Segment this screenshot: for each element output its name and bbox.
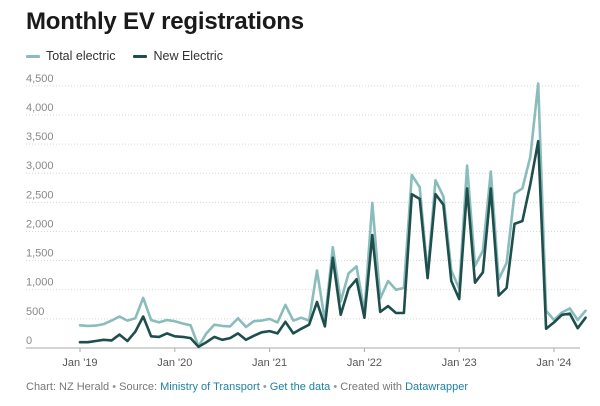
legend-item-total: Total electric <box>26 49 115 63</box>
series-line-new <box>78 139 587 349</box>
footer-source-prefix: Source: <box>119 381 158 393</box>
legend-item-new: New Electric <box>133 49 223 63</box>
series-line-total <box>78 82 587 348</box>
x-tick-label: Jan '21 <box>252 357 287 369</box>
legend-swatch-new <box>133 54 148 58</box>
get-data-link[interactable]: Get the data <box>269 381 331 393</box>
y-tick-label: 0 <box>26 335 32 347</box>
legend-label-new: New Electric <box>153 49 223 63</box>
legend: Total electric New Electric <box>26 49 223 63</box>
source-link[interactable]: Ministry of Transport <box>160 381 260 393</box>
datawrapper-link[interactable]: Datawrapper <box>405 381 469 393</box>
footer-separator: • <box>333 381 338 393</box>
x-tick-label: Jan '24 <box>536 357 571 369</box>
x-tick-label: Jan '20 <box>157 357 192 369</box>
y-tick-label: 4,500 <box>26 73 54 85</box>
footer-created-prefix: Created with <box>340 381 403 393</box>
y-tick-label: 2,000 <box>26 218 54 230</box>
x-tick-label: Jan '19 <box>62 357 97 369</box>
line-chart: 0 500 1,000 1,500 2,000 2,500 3,000 3,500 4,000 4… <box>26 73 587 369</box>
legend-label-total: Total electric <box>46 49 116 63</box>
y-tick-label: 3,000 <box>26 160 54 172</box>
footer-separator: • <box>262 381 267 393</box>
y-tick-label: 500 <box>26 306 44 318</box>
x-tick-label: Jan '22 <box>347 357 382 369</box>
chart-title: Monthly EV registrations <box>26 8 304 35</box>
y-tick-label: 1,000 <box>26 277 54 289</box>
y-tick-label: 4,000 <box>26 102 54 114</box>
y-tick-label: 3,500 <box>26 131 54 143</box>
y-tick-label: 2,500 <box>26 189 54 201</box>
footer-separator: • <box>112 381 117 393</box>
x-tick-label: Jan '23 <box>442 357 477 369</box>
chart-footer: Chart: NZ Herald • Source: Ministry of T… <box>26 381 468 393</box>
y-tick-label: 1,500 <box>26 248 54 260</box>
footer-chart-credit: Chart: NZ Herald <box>26 381 110 393</box>
legend-swatch-total <box>26 54 40 58</box>
